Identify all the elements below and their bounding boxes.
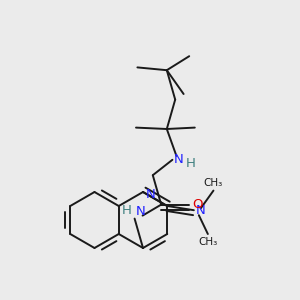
Text: N: N bbox=[196, 204, 206, 217]
Text: H: H bbox=[122, 204, 132, 217]
Text: H: H bbox=[185, 157, 195, 170]
Text: N: N bbox=[146, 188, 156, 200]
Text: N: N bbox=[173, 153, 183, 166]
Text: CH₃: CH₃ bbox=[198, 237, 218, 247]
Text: N: N bbox=[136, 205, 145, 218]
Text: CH₃: CH₃ bbox=[204, 178, 223, 188]
Text: O: O bbox=[192, 198, 203, 211]
